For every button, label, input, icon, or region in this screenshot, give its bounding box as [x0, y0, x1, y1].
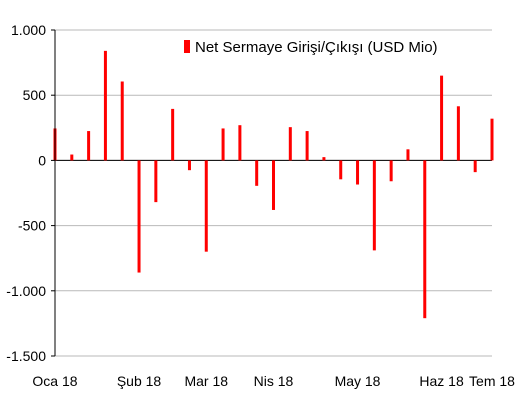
x-tick-labels: Oca 18 Şub 18 Mar 18 Nis 18 May 18 Haz 18 Tem … — [32, 373, 515, 389]
x-tick-label: Şub 18 — [117, 373, 162, 389]
bar — [490, 118, 494, 161]
y-tick-label: 1.000 — [11, 22, 46, 38]
bar — [120, 81, 124, 161]
x-tick-label: Mar 18 — [184, 373, 228, 389]
bar — [389, 160, 393, 182]
bar — [406, 149, 410, 161]
x-tick-label: Oca 18 — [32, 373, 77, 389]
bar — [238, 125, 242, 161]
bars — [53, 50, 494, 319]
axes — [51, 29, 56, 357]
y-tick-label: -1.500 — [6, 348, 46, 364]
bar — [356, 160, 360, 185]
x-tick-label: Tem 18 — [469, 373, 515, 389]
bar — [372, 160, 376, 251]
bar — [473, 160, 477, 173]
bar — [154, 160, 158, 203]
bar — [305, 131, 309, 161]
bar — [322, 157, 326, 161]
y-tick-label: 0 — [38, 152, 46, 168]
bar — [423, 160, 427, 319]
bar — [255, 160, 259, 186]
bar — [171, 108, 175, 161]
legend-swatch — [184, 40, 190, 53]
x-tick-label: May 18 — [335, 373, 381, 389]
bar — [456, 106, 460, 161]
bar — [288, 127, 292, 161]
x-tick-label: Haz 18 — [419, 373, 464, 389]
bar — [221, 128, 225, 161]
y-tick-label: -1.000 — [6, 283, 46, 299]
bar — [70, 154, 74, 161]
legend: Net Sermaye Girişi/Çıkışı (USD Mio) — [184, 39, 438, 56]
legend-label: Net Sermaye Girişi/Çıkışı (USD Mio) — [195, 39, 438, 56]
bar — [87, 131, 91, 161]
bar — [339, 160, 343, 180]
bar — [272, 160, 275, 210]
bar — [137, 160, 141, 273]
x-tick-label: Nis 18 — [254, 373, 294, 389]
bar — [187, 160, 191, 171]
y-tick-label: 500 — [23, 87, 47, 103]
bar — [440, 75, 444, 161]
y-tick-labels: 1.000 500 0 -500 -1.000 -1.500 — [6, 22, 46, 364]
y-tick-label: -500 — [18, 218, 46, 234]
bar — [103, 50, 107, 161]
bar — [204, 160, 208, 252]
